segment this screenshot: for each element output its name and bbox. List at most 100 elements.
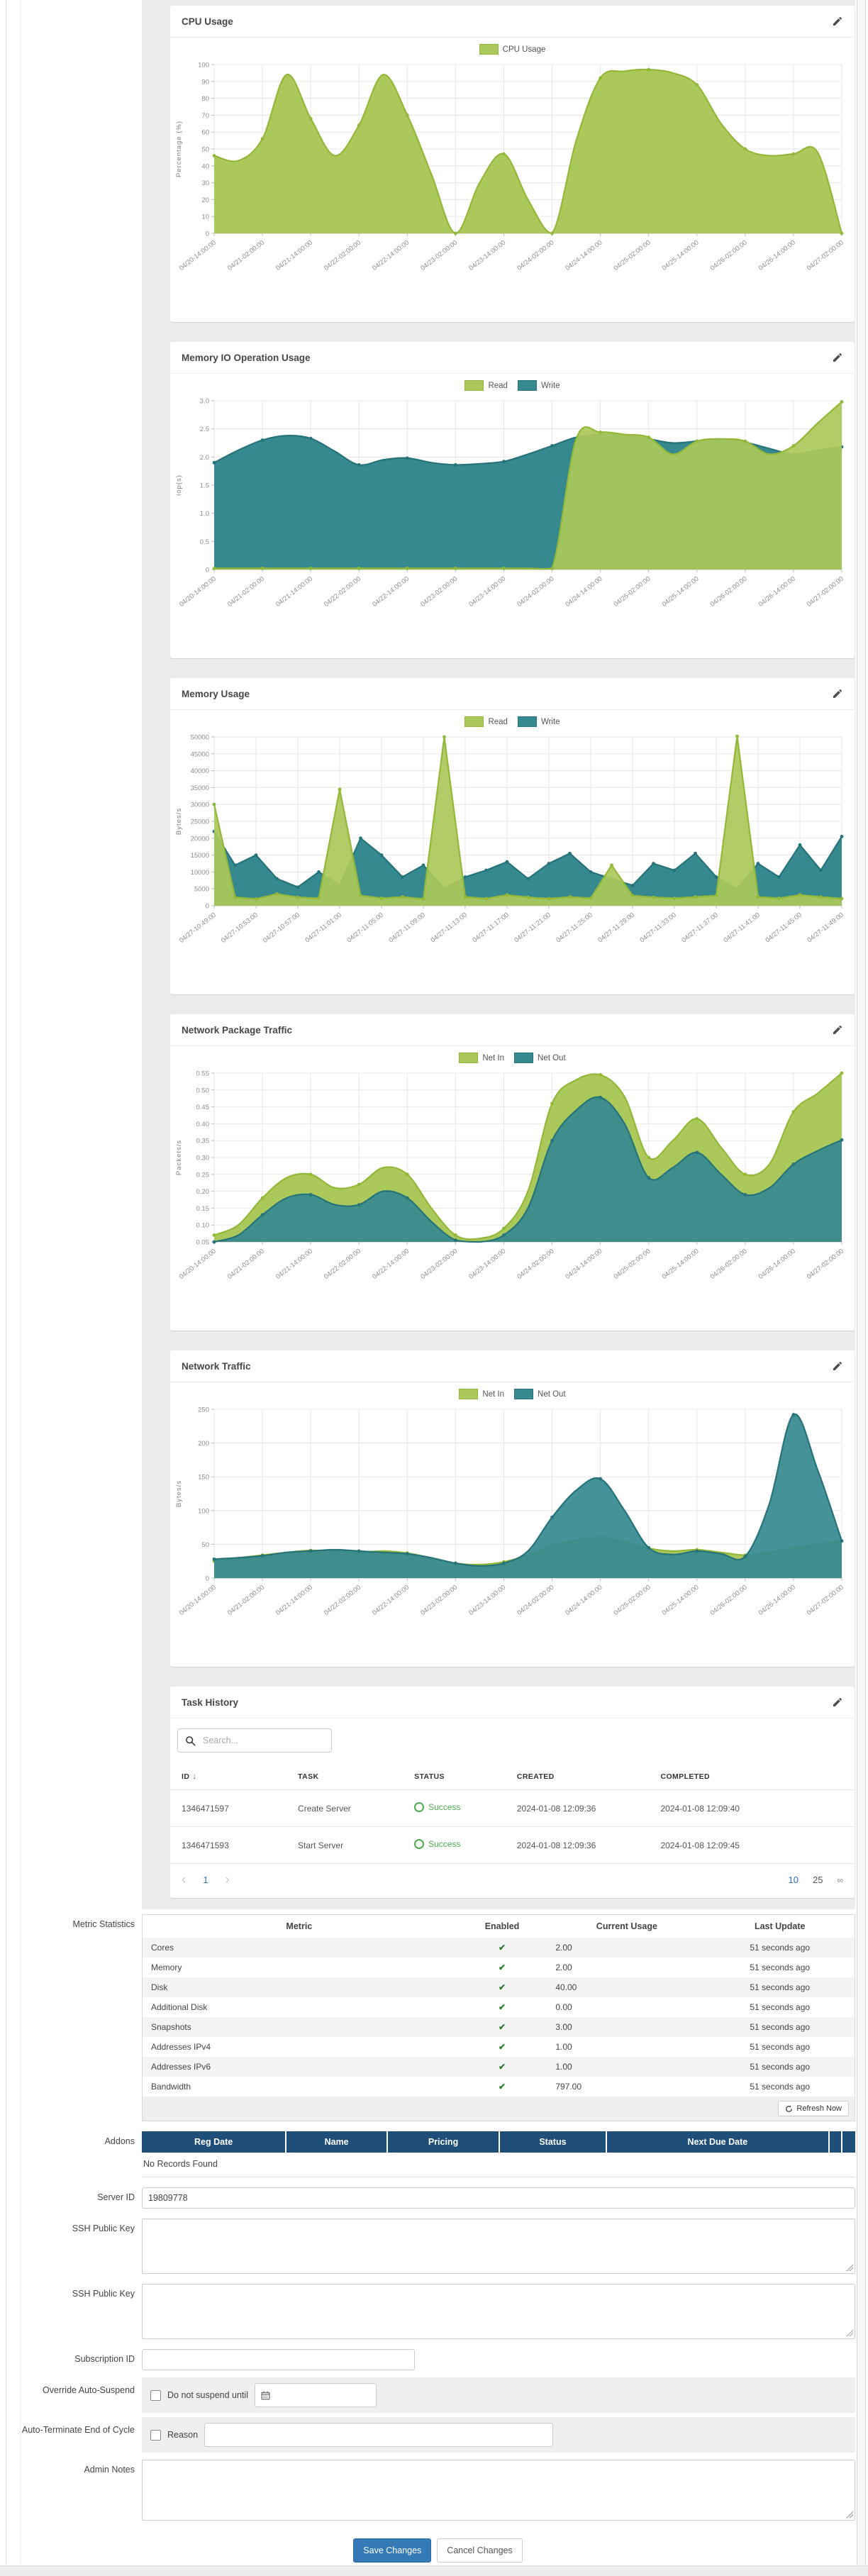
ssh-key-2-textarea[interactable] — [142, 2284, 855, 2339]
legend-swatch — [459, 1389, 479, 1399]
metric-row: Additional Disk ✔ 0.00 51 seconds ago — [143, 1997, 855, 2017]
subscription-id-input[interactable] — [142, 2349, 415, 2370]
memory-usage-chart: 04/27-10:49:00 04/27-10:53:00 04/27-10:57:… — [174, 727, 850, 992]
form-left-border — [20, 0, 21, 2565]
task-search[interactable] — [177, 1728, 332, 1753]
svg-text:40: 40 — [201, 162, 209, 170]
cpu-usage-card: CPU Usage CPU Usage 04/20-14:00:00 04/21-0… — [170, 6, 855, 322]
metric-usage-cell: 0.00 — [555, 2002, 572, 2012]
col-id[interactable]: ID ↓ — [170, 1764, 287, 1790]
admin-notes-textarea[interactable] — [142, 2460, 855, 2521]
reason-input[interactable] — [204, 2423, 554, 2447]
memory-io-title: Memory IO Operation Usage — [182, 352, 311, 363]
server-id-input[interactable] — [142, 2187, 855, 2209]
suspend-date-input[interactable] — [254, 2383, 377, 2407]
task-id-cell: 1346471597 — [170, 1789, 287, 1827]
metric-row: Snapshots ✔ 3.00 51 seconds ago — [142, 2017, 855, 2037]
legend-label: Read — [488, 717, 508, 726]
legend-item: Write — [517, 380, 560, 391]
svg-text:04/26-14:00:00: 04/26-14:00:00 — [757, 1584, 796, 1616]
scrollbar-track[interactable] — [857, 0, 866, 2576]
svg-text:0.35: 0.35 — [196, 1138, 210, 1145]
svg-text:04/27-10:57:00: 04/27-10:57:00 — [262, 911, 301, 944]
page-number[interactable]: 1 — [203, 1875, 208, 1885]
svg-text:04/27-11:01:00: 04/27-11:01:00 — [304, 911, 343, 944]
auto-terminate-checkbox[interactable] — [150, 2429, 161, 2441]
svg-text:04/22-02:00:00: 04/22-02:00:00 — [323, 575, 362, 608]
svg-text:04/27-11:33:00: 04/27-11:33:00 — [638, 911, 677, 944]
network-package-card: Network Package Traffic Net In Net Out 04/… — [170, 1014, 855, 1331]
edit-icon[interactable] — [832, 688, 843, 699]
page-size-10[interactable]: 10 — [788, 1875, 799, 1885]
svg-text:04/27-11:05:00: 04/27-11:05:00 — [345, 911, 384, 944]
addons-col-spacer — [828, 2131, 842, 2153]
svg-text:0: 0 — [206, 567, 209, 574]
resize-grip-icon[interactable] — [846, 2264, 853, 2271]
chart-legend: Read Write — [174, 375, 850, 391]
charts-row: CPU Usage CPU Usage 04/20-14:00:00 04/21-0… — [21, 0, 855, 1909]
col-task[interactable]: TASK — [286, 1764, 404, 1790]
override-auto-suspend-label: Override Auto-Suspend — [43, 2385, 135, 2395]
task-pagination: ‹ 1 › 10 25 ∞ — [170, 1864, 855, 1898]
svg-text:80: 80 — [201, 95, 209, 103]
svg-text:04/27-11:37:00: 04/27-11:37:00 — [680, 911, 719, 944]
metric-row: Memory ✔ 2.00 51 seconds ago — [143, 1958, 855, 1977]
svg-text:04/25-14:00:00: 04/25-14:00:00 — [661, 1248, 700, 1280]
svg-text:04/22-02:00:00: 04/22-02:00:00 — [323, 239, 362, 272]
resize-grip-icon[interactable] — [846, 2511, 853, 2518]
edit-icon[interactable] — [832, 1697, 843, 1708]
refresh-icon — [785, 2105, 793, 2113]
legend-swatch — [464, 716, 484, 727]
task-row[interactable]: 1346471597 Create Server Success 2024-01-08… — [170, 1789, 855, 1827]
prev-page-button[interactable]: ‹ — [182, 1872, 187, 1887]
svg-text:30000: 30000 — [191, 801, 209, 809]
resize-grip-icon[interactable] — [846, 2329, 853, 2336]
edit-icon[interactable] — [832, 1024, 843, 1036]
cancel-changes-button[interactable]: Cancel Changes — [437, 2538, 523, 2563]
ssh-key-1-textarea[interactable] — [142, 2219, 855, 2274]
metric-statistics-table: Metric Enabled Current Usage Last Update… — [142, 1914, 855, 2121]
col-completed[interactable]: COMPLETED — [649, 1764, 855, 1790]
enabled-col-header: Enabled — [455, 1914, 549, 1938]
edit-icon[interactable] — [832, 1360, 843, 1372]
page-size-all[interactable]: ∞ — [837, 1875, 843, 1885]
ssh-key-2-label: SSH Public Key — [72, 2289, 135, 2299]
ssh-key-2-row: SSH Public Key — [21, 2279, 855, 2344]
server-id-row: Server ID — [21, 2182, 855, 2214]
next-page-button[interactable]: › — [225, 1872, 230, 1887]
edit-icon[interactable] — [832, 352, 843, 363]
page-size-25[interactable]: 25 — [812, 1875, 823, 1885]
svg-text:04/21-14:00:00: 04/21-14:00:00 — [274, 239, 313, 272]
edit-icon[interactable] — [832, 16, 843, 27]
ssh-key-1-label: SSH Public Key — [72, 2224, 135, 2233]
svg-text:50000: 50000 — [191, 734, 209, 742]
refresh-now-button[interactable]: Refresh Now — [778, 2101, 849, 2116]
do-not-suspend-checkbox[interactable] — [150, 2389, 161, 2401]
metric-usage-cell: 2.00 — [555, 1943, 572, 1953]
legend-label: CPU Usage — [502, 45, 546, 54]
metric-usage-cell: 1.00 — [555, 2062, 572, 2072]
auto-terminate-label: Auto-Terminate End of Cycle — [21, 2425, 135, 2435]
search-input[interactable] — [201, 1735, 324, 1746]
svg-text:5000: 5000 — [194, 886, 209, 894]
svg-text:30: 30 — [201, 179, 209, 187]
col-status[interactable]: STATUS — [403, 1764, 506, 1790]
col-created[interactable]: CREATED — [505, 1764, 650, 1790]
metric-enabled-check-icon: ✔ — [498, 2022, 506, 2032]
svg-text:04/25-14:00:00: 04/25-14:00:00 — [661, 239, 700, 272]
svg-text:2.0: 2.0 — [200, 454, 209, 462]
svg-text:200: 200 — [198, 1440, 209, 1448]
sort-desc-icon: ↓ — [192, 1772, 197, 1781]
svg-text:0.45: 0.45 — [196, 1104, 210, 1111]
svg-text:04/25-02:00:00: 04/25-02:00:00 — [612, 575, 651, 608]
task-row[interactable]: 1346471593 Start Server Success 2024-01-08 … — [170, 1826, 855, 1864]
metric-usage-cell: 2.00 — [555, 1962, 572, 1972]
svg-text:04/22-02:00:00: 04/22-02:00:00 — [323, 1584, 362, 1616]
svg-text:60: 60 — [201, 129, 209, 137]
metric-row: Cores ✔ 2.00 51 seconds ago — [142, 1938, 855, 1958]
calendar-icon — [261, 2391, 270, 2400]
save-changes-button[interactable]: Save Changes — [353, 2538, 432, 2563]
suspend-date-field[interactable] — [274, 2389, 370, 2401]
svg-text:04/27-11:41:00: 04/27-11:41:00 — [722, 911, 761, 944]
metric-update-cell: 51 seconds ago — [750, 2062, 811, 2072]
